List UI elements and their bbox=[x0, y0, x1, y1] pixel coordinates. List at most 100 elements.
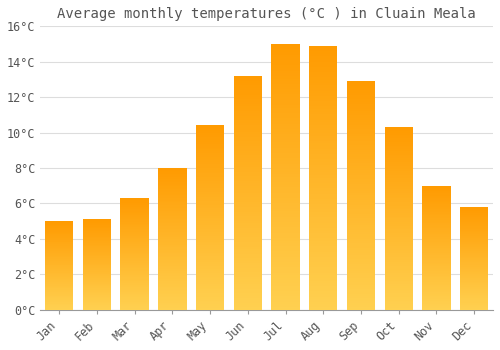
Bar bbox=[196, 299, 224, 301]
Bar bbox=[196, 232, 224, 234]
Bar bbox=[272, 182, 299, 185]
Bar bbox=[347, 207, 375, 209]
Bar bbox=[234, 247, 262, 249]
Bar bbox=[272, 275, 299, 278]
Bar bbox=[422, 273, 450, 274]
Bar bbox=[234, 186, 262, 188]
Bar bbox=[45, 246, 74, 247]
Bar bbox=[422, 222, 450, 223]
Bar bbox=[347, 145, 375, 147]
Bar bbox=[309, 220, 338, 223]
Bar bbox=[234, 155, 262, 158]
Bar bbox=[422, 203, 450, 204]
Bar bbox=[158, 199, 186, 201]
Bar bbox=[196, 286, 224, 288]
Bar bbox=[422, 302, 450, 303]
Bar bbox=[234, 277, 262, 279]
Bar bbox=[384, 257, 413, 259]
Bar bbox=[83, 291, 111, 292]
Bar bbox=[384, 233, 413, 235]
Bar bbox=[158, 230, 186, 232]
Bar bbox=[309, 46, 338, 48]
Bar bbox=[45, 285, 74, 286]
Bar bbox=[83, 290, 111, 291]
Bar bbox=[460, 247, 488, 248]
Bar bbox=[83, 269, 111, 270]
Bar bbox=[384, 255, 413, 257]
Bar bbox=[384, 270, 413, 271]
Bar bbox=[347, 301, 375, 303]
Bar bbox=[309, 138, 338, 141]
Bar bbox=[83, 253, 111, 254]
Bar bbox=[309, 217, 338, 220]
Bar bbox=[460, 259, 488, 260]
Bar bbox=[196, 192, 224, 194]
Bar bbox=[309, 70, 338, 72]
Bar bbox=[309, 173, 338, 175]
Bar bbox=[234, 218, 262, 221]
Bar bbox=[272, 190, 299, 193]
Bar bbox=[120, 225, 149, 226]
Bar bbox=[272, 153, 299, 156]
Bar bbox=[120, 280, 149, 281]
Bar bbox=[83, 271, 111, 272]
Bar bbox=[460, 249, 488, 250]
Bar bbox=[309, 241, 338, 244]
Bar bbox=[460, 262, 488, 264]
Bar bbox=[272, 235, 299, 238]
Bar bbox=[309, 260, 338, 262]
Bar bbox=[309, 154, 338, 157]
Bar bbox=[272, 52, 299, 55]
Bar bbox=[272, 225, 299, 228]
Bar bbox=[45, 270, 74, 271]
Bar bbox=[234, 179, 262, 181]
Bar bbox=[83, 306, 111, 307]
Bar bbox=[196, 266, 224, 267]
Bar bbox=[234, 108, 262, 111]
Bar bbox=[460, 258, 488, 259]
Bar bbox=[272, 291, 299, 294]
Bar bbox=[384, 160, 413, 162]
Bar bbox=[422, 227, 450, 228]
Bar bbox=[460, 273, 488, 274]
Bar bbox=[309, 299, 338, 302]
Bar bbox=[272, 105, 299, 108]
Bar bbox=[234, 148, 262, 151]
Bar bbox=[196, 148, 224, 149]
Bar bbox=[120, 202, 149, 203]
Bar bbox=[45, 233, 74, 235]
Bar bbox=[460, 271, 488, 272]
Bar bbox=[234, 225, 262, 228]
Bar bbox=[422, 305, 450, 306]
Bar bbox=[347, 244, 375, 246]
Bar bbox=[384, 162, 413, 164]
Bar bbox=[272, 257, 299, 259]
Bar bbox=[384, 155, 413, 156]
Bar bbox=[158, 219, 186, 220]
Bar bbox=[384, 290, 413, 292]
Bar bbox=[272, 238, 299, 241]
Bar bbox=[234, 293, 262, 296]
Bar bbox=[272, 118, 299, 121]
Bar bbox=[309, 157, 338, 159]
Bar bbox=[45, 303, 74, 304]
Bar bbox=[120, 215, 149, 216]
Bar bbox=[83, 267, 111, 268]
Bar bbox=[45, 283, 74, 284]
Bar bbox=[45, 255, 74, 256]
Bar bbox=[384, 164, 413, 166]
Bar bbox=[347, 223, 375, 225]
Bar bbox=[83, 289, 111, 290]
Bar bbox=[45, 245, 74, 246]
Bar bbox=[234, 284, 262, 286]
Bar bbox=[234, 239, 262, 242]
Bar bbox=[196, 183, 224, 184]
Bar bbox=[422, 255, 450, 257]
Bar bbox=[272, 304, 299, 307]
Bar bbox=[460, 213, 488, 214]
Bar bbox=[309, 307, 338, 310]
Bar bbox=[422, 264, 450, 265]
Bar bbox=[347, 225, 375, 228]
Bar bbox=[196, 197, 224, 199]
Bar bbox=[120, 238, 149, 239]
